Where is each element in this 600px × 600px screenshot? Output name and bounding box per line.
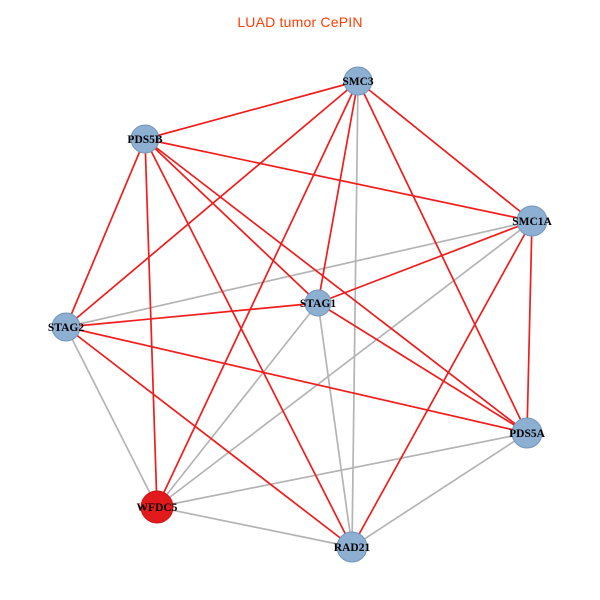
figure-title: LUAD tumor CePIN — [237, 14, 363, 30]
edge-WFDC5-RAD21 — [156, 506, 353, 548]
edge-PDS5B-SMC1A — [144, 138, 533, 222]
edge-SMC1A-WFDC5 — [156, 220, 533, 508]
edge-SMC1A-STAG1 — [317, 220, 533, 304]
edge-SMC3-STAG2 — [65, 80, 359, 328]
node-label-PDS5B: PDS5B — [127, 134, 162, 146]
node-RAD21 — [336, 531, 368, 563]
node-label-RAD21: RAD21 — [334, 542, 371, 554]
node-label-WFDC5: WFDC5 — [137, 502, 178, 514]
edge-PDS5B-STAG1 — [144, 138, 319, 304]
node-label-PDS5A: PDS5A — [509, 428, 545, 440]
edge-SMC3-PDS5B — [144, 80, 359, 140]
edge-STAG1-RAD21 — [317, 302, 353, 548]
node-WFDC5 — [140, 490, 174, 524]
edge-PDS5B-WFDC5 — [144, 138, 158, 508]
node-SMC1A — [516, 205, 548, 237]
node-label-STAG2: STAG2 — [48, 322, 84, 334]
edge-PDS5B-RAD21 — [144, 138, 353, 548]
edge-SMC1A-RAD21 — [351, 220, 533, 548]
edge-SMC1A-STAG2 — [65, 220, 533, 328]
edge-PDS5B-PDS5A — [144, 138, 528, 434]
edge-STAG2-RAD21 — [65, 326, 353, 548]
node-SMC3 — [343, 66, 373, 96]
edge-SMC3-SMC1A — [357, 80, 533, 222]
node-STAG1 — [304, 289, 332, 317]
node-PDS5B — [130, 124, 160, 154]
node-PDS5A — [511, 417, 543, 449]
edge-SMC3-STAG1 — [317, 80, 359, 304]
node-label-SMC1A: SMC1A — [512, 216, 552, 228]
edge-SMC3-WFDC5 — [156, 80, 359, 508]
edge-STAG1-STAG2 — [65, 302, 319, 328]
edge-STAG2-PDS5A — [65, 326, 528, 434]
edge-PDS5A-RAD21 — [351, 432, 528, 548]
edge-SMC1A-PDS5A — [526, 220, 533, 434]
edge-SMC3-RAD21 — [351, 80, 359, 548]
node-label-STAG1: STAG1 — [300, 298, 336, 310]
edge-SMC3-PDS5A — [357, 80, 528, 434]
edge-STAG1-WFDC5 — [156, 302, 319, 508]
edge-STAG1-PDS5A — [317, 302, 528, 434]
edge-PDS5A-WFDC5 — [156, 432, 528, 508]
node-STAG2 — [51, 312, 81, 342]
edge-STAG2-WFDC5 — [65, 326, 158, 508]
node-label-SMC3: SMC3 — [342, 76, 374, 88]
edge-PDS5B-STAG2 — [65, 138, 146, 328]
